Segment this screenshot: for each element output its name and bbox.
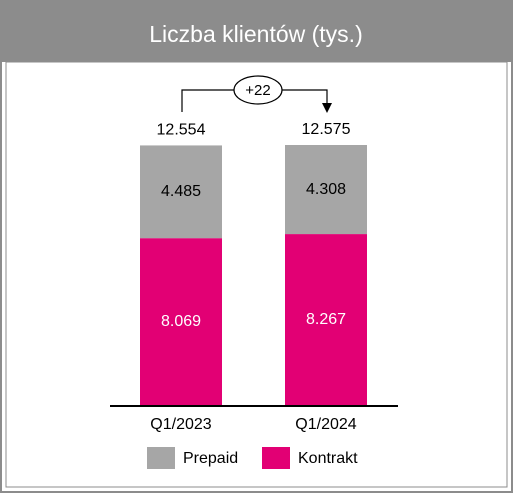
panel — [5, 61, 508, 488]
chart-title: Liczba klientów (tys.) — [149, 21, 362, 47]
total-label: 12.575 — [302, 121, 351, 138]
legend-swatch — [147, 447, 175, 469]
total-label: 12.554 — [157, 122, 206, 139]
legend-swatch — [262, 447, 290, 469]
value-label: 8.069 — [161, 313, 201, 330]
header — [0, 0, 513, 62]
x-tick-label: Q1/2024 — [295, 416, 356, 433]
bar-segment — [140, 238, 222, 405]
value-label: 4.485 — [161, 183, 201, 200]
value-label: 8.267 — [306, 311, 346, 328]
bar-segment — [285, 145, 367, 235]
annotation-bubble — [233, 75, 283, 105]
legend-label: Kontrakt — [298, 450, 358, 467]
bar-segment — [140, 145, 222, 239]
bar-segment — [285, 234, 367, 405]
change-arrow — [181, 89, 328, 112]
arrow-head — [322, 103, 332, 113]
legend-label: Prepaid — [183, 450, 238, 467]
x-tick-label: Q1/2023 — [150, 416, 211, 433]
annotation: +22 — [245, 82, 270, 99]
value-label: 4.308 — [306, 181, 346, 198]
